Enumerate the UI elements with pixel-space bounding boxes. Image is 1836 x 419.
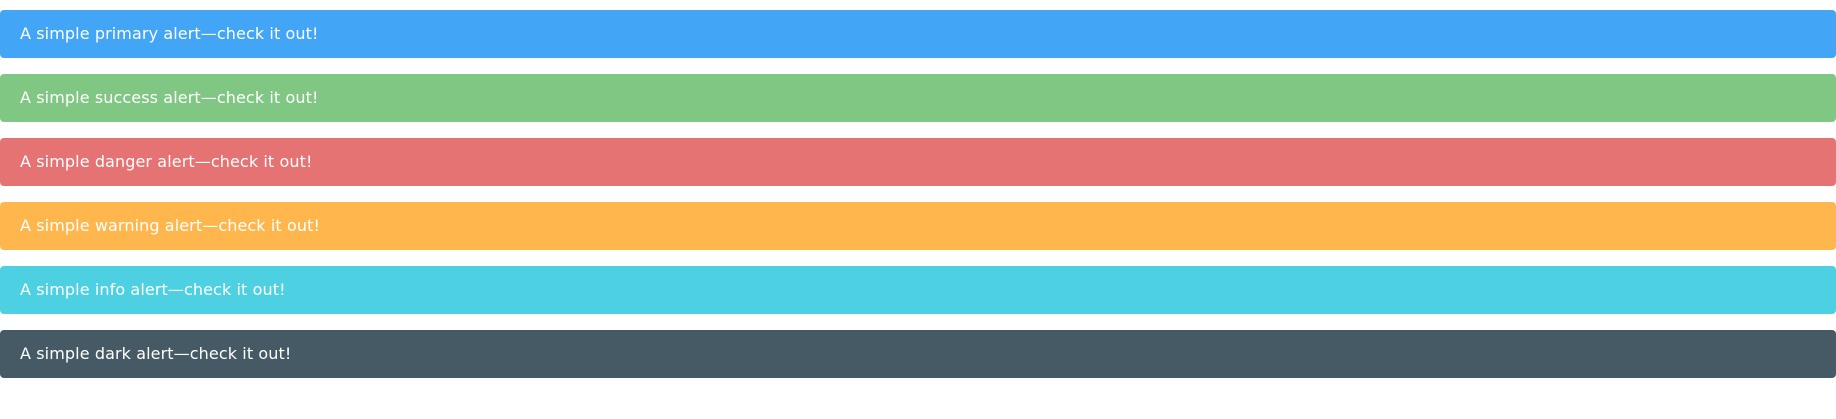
alert-info: A simple info alert—check it out! <box>0 266 1836 314</box>
alert-primary: A simple primary alert—check it out! <box>0 10 1836 58</box>
alerts-list: A simple primary alert—check it out! A s… <box>0 10 1836 394</box>
alert-dark: A simple dark alert—check it out! <box>0 330 1836 378</box>
alert-danger: A simple danger alert—check it out! <box>0 138 1836 186</box>
alert-warning: A simple warning alert—check it out! <box>0 202 1836 250</box>
alert-success: A simple success alert—check it out! <box>0 74 1836 122</box>
